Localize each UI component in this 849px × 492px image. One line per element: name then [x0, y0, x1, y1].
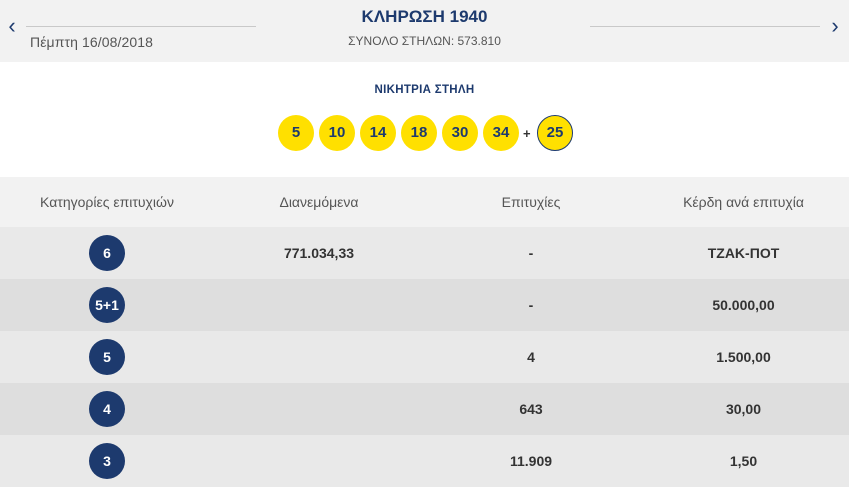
total-columns: ΣΥΝΟΛΟ ΣΤΗΛΩΝ: 573.810 [348, 34, 501, 48]
prize-value: 1.500,00 [716, 349, 771, 365]
chevron-left-icon[interactable]: ‹ [8, 13, 16, 38]
number-ball: 10 [319, 115, 355, 151]
winning-column-label: ΝΙΚΗΤΡΙΑ ΣΤΗΛΗ [374, 84, 475, 96]
chevron-right-icon[interactable]: › [831, 13, 839, 38]
number-ball: 18 [401, 115, 437, 151]
winners-value: 11.909 [509, 453, 553, 469]
category-badge: 6 [89, 235, 125, 271]
number-ball: 30 [442, 115, 478, 151]
table-header: Κατηγορίες επιτυχιών Διανεμόμενα Επιτυχί… [0, 177, 849, 227]
plus-sign: + [523, 126, 531, 141]
prize-value: 1,50 [729, 453, 758, 469]
draw-header: ‹ Πέμπτη 16/08/2018 ΚΛΗΡΩΣΗ 1940 ΣΥΝΟΛΟ … [0, 0, 849, 62]
bonus-ball: 25 [537, 115, 573, 151]
table-row: 5+1 - 50.000,00 [0, 279, 849, 331]
prize-value: 50.000,00 [712, 297, 775, 313]
divider [26, 26, 256, 27]
winners-value: - [528, 297, 534, 313]
divider [590, 26, 820, 27]
table-row: 3 11.909 1,50 [0, 435, 849, 487]
category-badge: 5 [89, 339, 125, 375]
header-categories: Κατηγορίες επιτυχιών [40, 194, 174, 210]
table-row: 4 643 30,00 [0, 383, 849, 435]
number-ball: 34 [483, 115, 519, 151]
number-ball: 14 [360, 115, 396, 151]
number-ball: 5 [278, 115, 314, 151]
draw-title: ΚΛΗΡΩΣΗ 1940 [361, 7, 488, 26]
category-badge: 4 [89, 391, 125, 427]
header-distributed: Διανεμόμενα [279, 194, 359, 210]
table-row: 5 4 1.500,00 [0, 331, 849, 383]
category-badge: 3 [89, 443, 125, 479]
draw-date: Πέμπτη 16/08/2018 [30, 34, 154, 50]
winners-value: 643 [519, 401, 543, 417]
header-prize: Κέρδη ανά επιτυχία [683, 194, 804, 210]
header-winners: Επιτυχίες [501, 194, 561, 210]
prize-value: ΤΖΑΚ-ΠΟΤ [707, 245, 780, 261]
prize-value: 30,00 [725, 401, 762, 417]
table-row: 6 771.034,33 - ΤΖΑΚ-ΠΟΤ [0, 227, 849, 279]
winning-numbers: 5 10 14 18 30 34 + 25 [0, 115, 849, 151]
category-badge: 5+1 [89, 287, 125, 323]
winners-value: 4 [527, 349, 535, 365]
winners-value: - [528, 245, 534, 261]
prize-table: Κατηγορίες επιτυχιών Διανεμόμενα Επιτυχί… [0, 177, 849, 487]
distributed-value: 771.034,33 [283, 245, 355, 261]
